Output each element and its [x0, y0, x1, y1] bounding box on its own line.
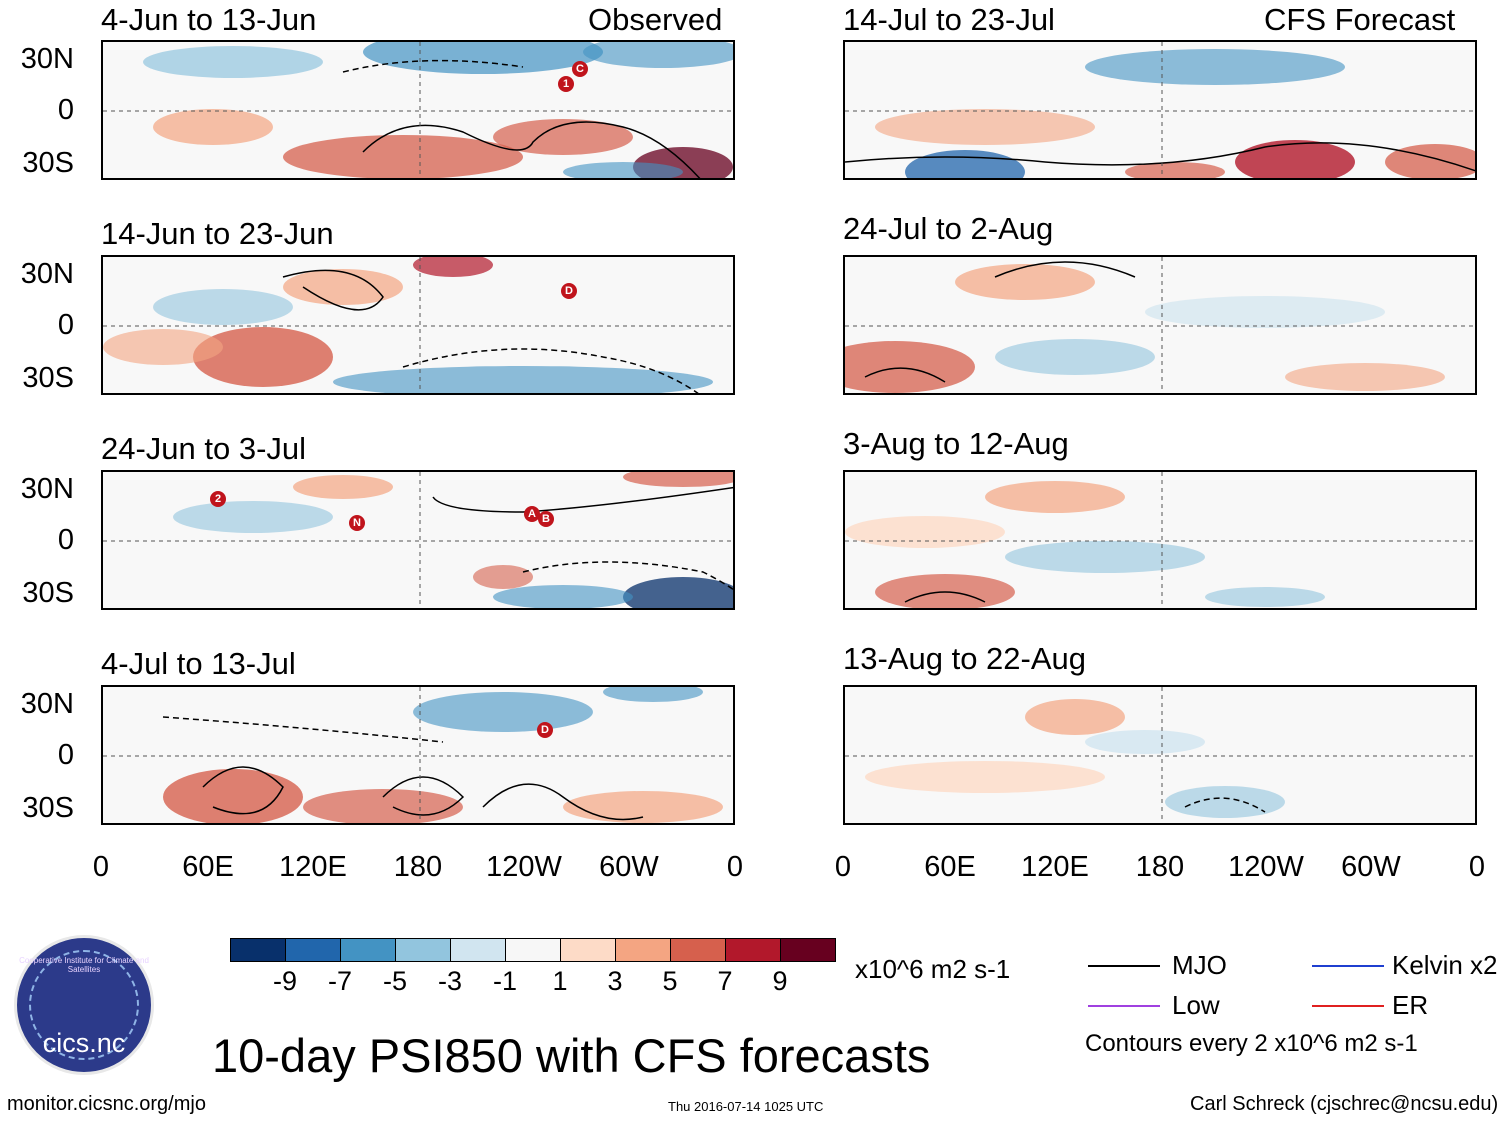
x-label-right-3: 180	[1135, 851, 1185, 883]
y-label-30s-p4: 30S	[22, 792, 74, 824]
storm-marker-b: B	[538, 511, 554, 527]
map-panel-3	[101, 470, 735, 610]
colorbar-swatch	[670, 938, 726, 962]
legend-line-kelvin	[1312, 965, 1384, 967]
colorbar-label: 9	[772, 966, 788, 996]
colorbar-label: -5	[382, 966, 407, 996]
colorbar-label: 5	[662, 966, 678, 996]
contours-note: Contours every 2 x10^6 m2 s-1	[1085, 1030, 1418, 1057]
main-title: 10-day PSI850 with CFS forecasts	[212, 1029, 931, 1082]
x-label-left-5: 60W	[599, 851, 659, 883]
colorbar-swatch	[560, 938, 616, 962]
x-label-left-2: 120E	[279, 851, 347, 883]
panel-1-source: Observed	[588, 2, 723, 37]
legend-label-er: ER	[1392, 990, 1429, 1020]
cics-logo: Cooperative Institute for Climate and Sa…	[14, 935, 154, 1075]
x-label-left-1: 60E	[182, 851, 234, 883]
footer-timestamp: Thu 2016-07-14 1025 UTC	[668, 1099, 824, 1114]
panel-8-title: 13-Aug to 22-Aug	[843, 641, 1087, 676]
colorbar-label: 1	[552, 966, 568, 996]
map-panel-6	[843, 255, 1477, 395]
x-label-left-0: 0	[92, 851, 110, 883]
storm-marker-c: C	[572, 61, 588, 77]
panel-5-source: CFS Forecast	[1264, 2, 1456, 37]
colorbar-swatch	[285, 938, 341, 962]
panel-1-title: 4-Jun to 13-Jun	[101, 2, 317, 37]
y-label-30s-p2: 30S	[22, 362, 74, 394]
legend-label-kelvin: Kelvin x2	[1392, 950, 1498, 980]
colorbar-label: -9	[272, 966, 297, 996]
y-label-eq-p1: 0	[57, 94, 74, 126]
y-label-eq-p2: 0	[57, 309, 74, 341]
logo-text: cics.nc	[42, 1028, 126, 1058]
x-label-left-3: 180	[393, 851, 443, 883]
panel-6-title: 24-Jul to 2-Aug	[843, 211, 1054, 246]
x-label-right-5: 60W	[1341, 851, 1401, 883]
colorbar-swatch	[395, 938, 451, 962]
logo-ring-text: Cooperative Institute for Climate and Sa…	[19, 956, 149, 974]
panel-5-title: 14-Jul to 23-Jul	[843, 2, 1055, 37]
colorbar-label: -1	[492, 966, 517, 996]
colorbar-label: 7	[717, 966, 733, 996]
y-label-eq-p4: 0	[57, 739, 74, 771]
storm-marker-n: N	[349, 515, 365, 531]
colorbar-units: x10^6 m2 s-1	[855, 954, 1011, 984]
storm-marker-2: 2	[210, 491, 226, 507]
y-label-30n-p2: 30N	[20, 258, 74, 290]
legend-line-mjo	[1088, 965, 1160, 967]
x-label-right-1: 60E	[924, 851, 976, 883]
colorbar-swatch	[230, 938, 286, 962]
map-panel-8	[843, 685, 1477, 825]
y-label-30n-p4: 30N	[20, 688, 74, 720]
storm-marker-a: A	[524, 506, 540, 522]
storm-marker-d: D	[561, 283, 577, 299]
y-label-30s-p1: 30S	[22, 147, 74, 179]
x-label-right-0: 0	[834, 851, 852, 883]
y-label-30n-p3: 30N	[20, 473, 74, 505]
colorbar-label: -3	[437, 966, 462, 996]
y-label-30s-p3: 30S	[22, 577, 74, 609]
colorbar-swatch	[615, 938, 671, 962]
map-panel-1	[101, 40, 735, 180]
colorbar-swatch	[450, 938, 506, 962]
x-label-left-4: 120W	[486, 851, 562, 883]
colorbar-label: -7	[327, 966, 352, 996]
map-panel-7	[843, 470, 1477, 610]
logo-ring	[29, 950, 139, 1060]
storm-marker-d2: D	[537, 722, 553, 738]
legend-line-er	[1312, 1005, 1384, 1007]
panel-2-title: 14-Jun to 23-Jun	[101, 216, 334, 251]
y-label-30n-p1: 30N	[20, 43, 74, 75]
panel-7-title: 3-Aug to 12-Aug	[843, 426, 1069, 461]
map-panel-2	[101, 255, 735, 395]
colorbar-swatch	[340, 938, 396, 962]
y-label-eq-p3: 0	[57, 524, 74, 556]
colorbar-swatch	[505, 938, 561, 962]
storm-marker-1: 1	[558, 76, 574, 92]
colorbar-swatch	[780, 938, 836, 962]
map-panel-4	[101, 685, 735, 825]
legend-label-mjo: MJO	[1172, 950, 1227, 980]
footer-url: monitor.cicsnc.org/mjo	[7, 1093, 206, 1115]
x-label-right-4: 120W	[1228, 851, 1304, 883]
map-panel-5	[843, 40, 1477, 180]
x-label-right-6: 0	[1468, 851, 1486, 883]
x-label-left-6: 0	[726, 851, 744, 883]
panel-3-title: 24-Jun to 3-Jul	[101, 431, 307, 466]
panel-4-title: 4-Jul to 13-Jul	[101, 646, 296, 681]
colorbar-swatch	[725, 938, 781, 962]
legend-label-low: Low	[1172, 990, 1220, 1020]
footer-author: Carl Schreck (cjschrec@ncsu.edu)	[1190, 1093, 1499, 1115]
x-label-right-2: 120E	[1021, 851, 1089, 883]
colorbar-label: 3	[607, 966, 623, 996]
legend-line-low	[1088, 1005, 1160, 1007]
